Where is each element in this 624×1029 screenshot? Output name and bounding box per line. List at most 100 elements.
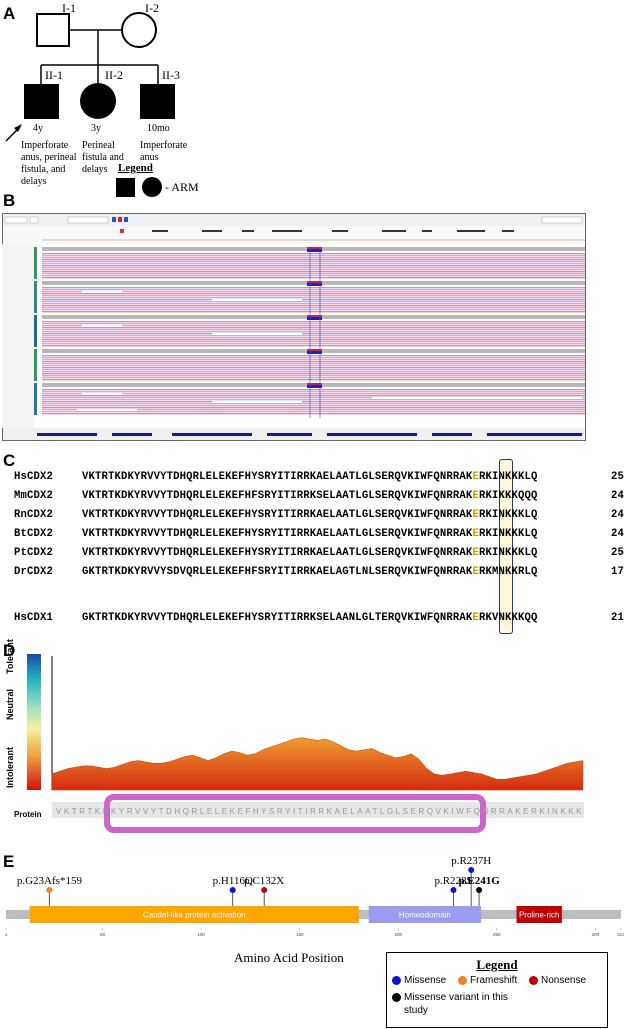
legend-item-frameshift: Frameshift xyxy=(458,975,517,986)
domain-3 xyxy=(516,906,562,923)
sequence-length: 213 xyxy=(611,612,624,624)
protein-track-label: Protein xyxy=(14,810,42,819)
pedigree-id-I-1: I-1 xyxy=(62,1,76,15)
variant-marker xyxy=(261,887,268,893)
panel-b-label: B xyxy=(3,191,16,210)
alignment-row: DrCDX2 GKTRTKDKYRVVYSDVQRLELEKEFHFSRYITIR… xyxy=(14,566,624,578)
variant-label: p.C132X xyxy=(244,875,285,887)
legend-item-nonsense: Nonsense xyxy=(529,975,586,986)
conserved-residue-highlight xyxy=(499,459,513,634)
variant-marker xyxy=(476,887,483,893)
pedigree-male-II-1 xyxy=(24,84,59,119)
pedigree-male-II-3 xyxy=(140,84,175,119)
pedigree-age-II-1: 4y xyxy=(33,123,43,134)
sequence-segment: RKMNKKRLQ xyxy=(478,566,538,578)
variant-marker xyxy=(46,887,53,893)
legend-title: Legend xyxy=(476,957,518,972)
pedigree-female-II-2 xyxy=(80,83,116,119)
variant-label: p.R237H xyxy=(451,855,492,867)
scale-label-neutral: Neutral xyxy=(5,688,15,720)
sequence-length: 244 xyxy=(611,528,624,540)
axis-tick-label: 313 xyxy=(617,932,624,937)
sequence-segment: RKINKKKLQ xyxy=(478,471,538,483)
red-dot-icon xyxy=(529,976,538,985)
domain-1 xyxy=(29,906,359,923)
alignment-row: RnCDX2 VKTRTKDKYRVVYTDHQRLELEKEFHYSRYITIR… xyxy=(14,509,624,521)
sequence-segment: RKINKKKLQ xyxy=(478,547,538,559)
pedigree-note-II-1: Imperforate anus, perineal fistula, and de… xyxy=(21,140,77,187)
sequence-length: 247 xyxy=(611,509,624,521)
panel-a-label: A xyxy=(3,4,16,23)
conserved-residue: E xyxy=(472,547,479,559)
tolerance-color-scale xyxy=(27,654,41,790)
conserved-residue: E xyxy=(472,490,479,502)
axis-tick-label: 1 xyxy=(5,932,8,937)
sequence-segment: GKTRTKDKYRVVYTDHQRLELEKEFHYSRYITIRRKSELA… xyxy=(82,612,473,624)
variant-label: p.H116Q xyxy=(212,875,253,887)
alignment-row: MmCDX2 VKTRTKDKYRVVYTDHQRLELEKEFHFSRYITIR… xyxy=(14,490,624,502)
pedigree-id-I-2: I-2 xyxy=(145,1,159,15)
scale-label-intolerant: Intolerant xyxy=(5,746,15,788)
axis-title: Amino Acid Position xyxy=(234,950,344,965)
pedigree-legend-title: Legend xyxy=(118,162,153,174)
panel-e-label: E xyxy=(3,852,15,871)
legend-item-study: Missense variant in this study xyxy=(392,991,519,1017)
pedigree-id-II-1: II-1 xyxy=(45,68,63,82)
axis-tick-label: 50 xyxy=(100,932,106,937)
conserved-residue: E xyxy=(472,528,479,540)
conserved-residue: E xyxy=(472,612,479,624)
variant-marker xyxy=(468,867,475,873)
sequence-segment: GKTRTKDKYRVVYSDVQRLELEKEFHFSRYITIRRKAELA… xyxy=(82,566,473,578)
sequence-segment: RKINKKKLQ xyxy=(478,528,538,540)
axis-tick-label: 150 xyxy=(296,932,304,937)
alignment-row: BtCDX2 VKTRTKDKYRVVYTDHQRLELEKEFHYSRYITIR… xyxy=(14,528,624,540)
sequence-length: 248 xyxy=(611,490,624,502)
species-name: PtCDX2 xyxy=(14,547,54,559)
conserved-residue: E xyxy=(472,566,479,578)
scale-label-tolerant: Tolerant xyxy=(5,639,15,674)
sequence-length: 178 xyxy=(611,566,624,578)
conserved-residue: E xyxy=(472,471,479,483)
sequence-segment: VKTRTKDKYRVVYTDHQRLELEKEFHYSRYITIRRKAELA… xyxy=(82,528,473,540)
homeodomain-highlight xyxy=(104,794,486,833)
species-name: DrCDX2 xyxy=(14,566,54,578)
axis-tick-label: 300 xyxy=(592,932,600,937)
variant-marker xyxy=(450,887,457,893)
species-name: HsCDX2 xyxy=(14,471,54,483)
axis-tick-label: 200 xyxy=(395,932,403,937)
pedigree-lines xyxy=(5,12,175,197)
species-name: MmCDX2 xyxy=(14,490,54,502)
species-name: HsCDX1 xyxy=(14,612,54,624)
sequence-segment: RKINKKKLQ xyxy=(478,509,538,521)
pedigree-legend-text: - ARM xyxy=(165,180,199,194)
domain-label: Homeodomain xyxy=(399,911,451,920)
axis-tick-label: 100 xyxy=(197,932,205,937)
domain-label: Proline-rich xyxy=(519,911,559,920)
blue-dot-icon xyxy=(392,976,401,985)
sequence-length: 250 xyxy=(611,471,624,483)
pedigree-male-I-1 xyxy=(36,13,70,47)
black-dot-icon xyxy=(392,993,401,1002)
tolerance-plot xyxy=(27,654,584,833)
sequence-segment: RKIKKKQQQ xyxy=(478,490,538,502)
legend-item-missense: Missense xyxy=(392,975,446,986)
pedigree-id-II-2: II-2 xyxy=(105,68,123,82)
protein-sequence-track: VKTRTKDKYRVVYTDHQRLELEKEFHYSRYITIRRKAELA… xyxy=(56,807,584,816)
domain-2 xyxy=(368,906,482,923)
panel-c-label: C xyxy=(3,451,16,470)
genome-browser-screenshot xyxy=(2,213,586,441)
alignment-row: PtCDX2 VKTRTKDKYRVVYTDHQRLELEKEFHYSRYITIR… xyxy=(14,547,624,559)
pedigree-female-I-2 xyxy=(121,12,157,48)
variant-label: p.G23Afs*159 xyxy=(16,875,82,887)
alignment-row: HsCDX2 VKTRTKDKYRVVYTDHQRLELEKEFHYSRYITIR… xyxy=(14,471,624,483)
sequence-segment: VKTRTKDKYRVVYTDHQRLELEKEFHYSRYITIRRKAELA… xyxy=(82,547,473,559)
pedigree-note-II-2: Perineal fistula and delays xyxy=(82,140,124,175)
species-name: RnCDX2 xyxy=(14,509,54,521)
panel-d-label: D xyxy=(3,641,16,660)
protein-map: Caudal-like protein activation Homeodomai… xyxy=(5,867,624,937)
axis-tick-label: 250 xyxy=(493,932,501,937)
variant-marker xyxy=(229,887,236,893)
variant-legend: Legend Missense Frameshift Nonsense Miss… xyxy=(386,952,608,1028)
orange-dot-icon xyxy=(458,976,467,985)
alignment-row: HsCDX1 GKTRTKDKYRVVYTDHQRLELEKEFHYSRYITIR… xyxy=(14,612,624,624)
